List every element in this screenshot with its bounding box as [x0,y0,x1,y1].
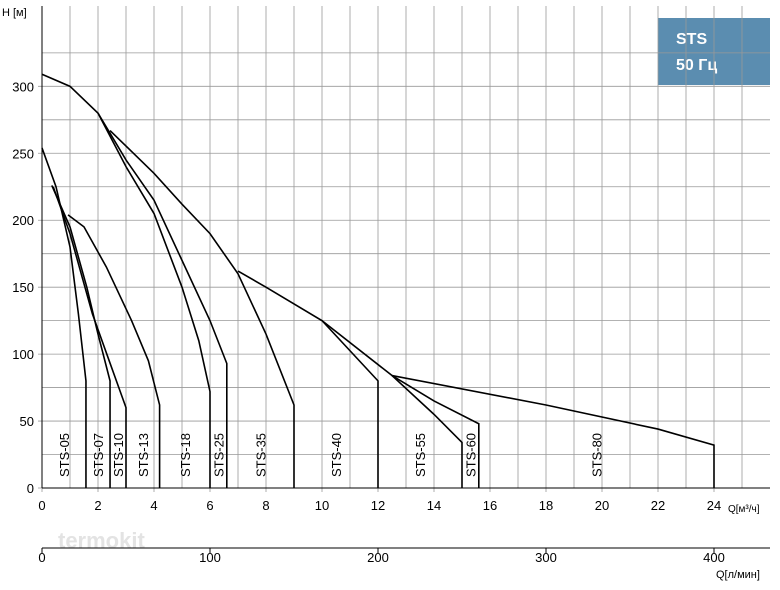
pump-curve [52,186,127,488]
y-tick-label: 200 [12,213,34,228]
chart-subtitle: 50 Гц [676,57,717,74]
pump-curve [67,214,161,488]
x-tick-label: 4 [150,498,157,513]
chart-title: STS [676,31,707,48]
x-tick-label: 22 [651,498,665,513]
x-tick-label: 6 [206,498,213,513]
x-tick-label: 2 [94,498,101,513]
x-tick-label: 8 [262,498,269,513]
watermark: termokit [58,528,145,553]
y-tick-label: 50 [20,414,34,429]
series-label: STS-80 [589,433,604,477]
series-label: STS-13 [136,433,151,477]
y-tick-label: 150 [12,280,34,295]
series-label: STS-40 [329,433,344,477]
pump-curve [51,185,111,488]
series-label: STS-25 [211,433,226,477]
y-tick-label: 100 [12,347,34,362]
x-tick-label: 18 [539,498,553,513]
x-tick-label: 16 [483,498,497,513]
x-tick-label: 10 [315,498,329,513]
x2-tick-label: 100 [199,550,221,565]
pump-curve [391,374,715,488]
x-tick-label: 20 [595,498,609,513]
series-label: STS-55 [413,433,428,477]
pump-curve [109,129,295,488]
y-tick-label: 0 [27,481,34,496]
x-tick-label: 24 [707,498,721,513]
x-tick-label: 14 [427,498,441,513]
series-label: STS-07 [91,433,106,477]
x2-tick-label: 300 [535,550,557,565]
pump-curve [391,374,480,488]
series-label: STS-18 [178,433,193,477]
series-label: STS-05 [57,433,72,477]
pump-curve [41,147,87,488]
x-tick-label: 0 [38,498,45,513]
y-tick-label: 250 [12,146,34,161]
pump-curve [321,320,463,488]
series-label: STS-10 [111,433,126,477]
x2-tick-label: 400 [703,550,725,565]
series-label: STS-60 [463,433,478,477]
x2-axis-label: Q[л/мин] [716,569,760,581]
x2-tick-label: 0 [38,550,45,565]
y-axis-label: H [м] [2,7,27,19]
x-tick-label: 12 [371,498,385,513]
x2-tick-label: 200 [367,550,389,565]
x-axis-label: Q[м³/ч] [728,504,760,515]
series-label: STS-35 [253,433,268,477]
pump-curve [41,73,228,488]
pump-curve [97,112,211,488]
y-tick-label: 300 [12,79,34,94]
